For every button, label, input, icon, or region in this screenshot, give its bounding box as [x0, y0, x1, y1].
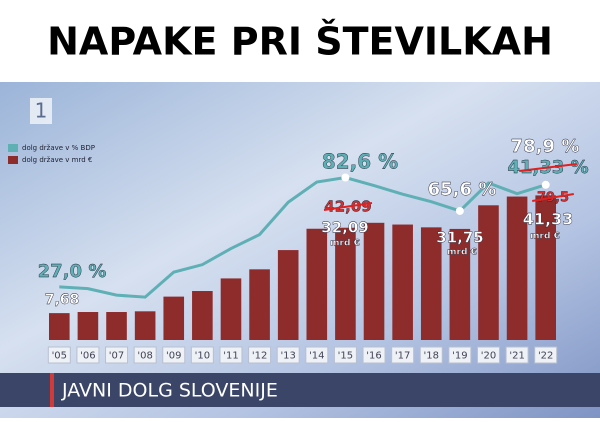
x-tick-label: '17 [395, 351, 410, 362]
x-tick-box [133, 346, 157, 364]
plot: dolg države v mrd € dolg države v % BDP '0… [8, 136, 589, 364]
logo: 1 [35, 99, 48, 123]
legend-swatch [8, 156, 18, 164]
bar [449, 228, 471, 340]
x-tick-label: '22 [538, 351, 553, 362]
annotation: mrd € [530, 232, 560, 242]
line [59, 175, 547, 299]
logo-box [30, 98, 52, 124]
x-tick-box [76, 346, 100, 364]
bar [49, 313, 70, 340]
bar [192, 291, 213, 340]
annotation: 32,09 [321, 219, 368, 237]
header-title: NAPAKE PRI ŠTEVILKAH [47, 20, 553, 64]
bar [420, 227, 442, 340]
bar [478, 205, 499, 340]
x-tick-box [190, 346, 214, 364]
bar [220, 278, 242, 340]
annotation: mrd € [330, 239, 360, 249]
x-tick-label: '21 [509, 351, 524, 362]
x-tick-box [534, 346, 558, 364]
bar [535, 195, 556, 340]
x-tick-label: '20 [481, 351, 496, 362]
bar [106, 312, 127, 340]
bar [134, 311, 156, 340]
annotation: 27,0 % [38, 261, 107, 282]
marker [455, 206, 464, 215]
x-tick-box [219, 346, 243, 364]
x-tick-label: '07 [109, 351, 124, 362]
x-tick-label: '12 [252, 351, 267, 362]
bar [335, 227, 356, 340]
strike [519, 163, 577, 172]
annotation: mrd € [447, 248, 477, 258]
x-tick-box [305, 346, 329, 364]
legend-label: dolg države v % BDP [22, 144, 95, 152]
x-tick-label: '18 [424, 351, 439, 362]
bar [77, 312, 99, 340]
x-tick-box [276, 346, 300, 364]
x-tick-label: '06 [80, 351, 95, 362]
bar [249, 269, 270, 340]
x-tick-box [476, 346, 500, 364]
x-tick-label: '11 [223, 351, 238, 362]
x-tick-label: '08 [137, 351, 152, 362]
strike [532, 193, 574, 202]
x-tick-label: '14 [309, 351, 324, 362]
x-tick-label: '09 [166, 351, 181, 362]
x-tick-box [448, 346, 472, 364]
x-tick-label: '13 [280, 351, 295, 362]
annotation: 41,33 [523, 210, 574, 229]
bar [306, 228, 328, 340]
x-tick-box [362, 346, 386, 364]
x-tick-label: '16 [366, 351, 381, 362]
legend-swatch [8, 144, 18, 152]
x-tick-label: '05 [52, 351, 67, 362]
x-tick-label: '19 [452, 351, 467, 362]
x-tick-box [162, 346, 186, 364]
x-tick-box [391, 346, 415, 364]
x-tick-box [419, 346, 443, 364]
chart-title: JAVNI DOLG SLOVENIJE [61, 380, 278, 402]
x-tick-label: '15 [338, 351, 353, 362]
annotation: 7,68 [45, 292, 80, 308]
annotation: 31,75 [436, 229, 483, 247]
annotation: 78,9 % [511, 136, 580, 157]
legend-label: dolg države v mrd € [22, 156, 92, 164]
marker [341, 173, 350, 182]
bar [163, 296, 185, 340]
bar [363, 222, 385, 340]
chart-bg [0, 82, 600, 418]
x-tick-box [105, 346, 129, 364]
header-bg [0, 0, 600, 82]
bar [506, 196, 528, 340]
x-tick-box [505, 346, 529, 364]
x-tick-label: '10 [195, 351, 210, 362]
x-tick-box [47, 346, 71, 364]
title-bar [0, 373, 600, 407]
annotation: 65,6 % [428, 179, 497, 200]
bar [277, 250, 299, 340]
strike [323, 202, 373, 211]
marker [541, 180, 550, 189]
title-accent [50, 373, 54, 407]
x-tick-box [333, 346, 357, 364]
annotation: 82,6 % [322, 150, 398, 174]
bar [392, 224, 413, 340]
x-tick-box [248, 346, 272, 364]
